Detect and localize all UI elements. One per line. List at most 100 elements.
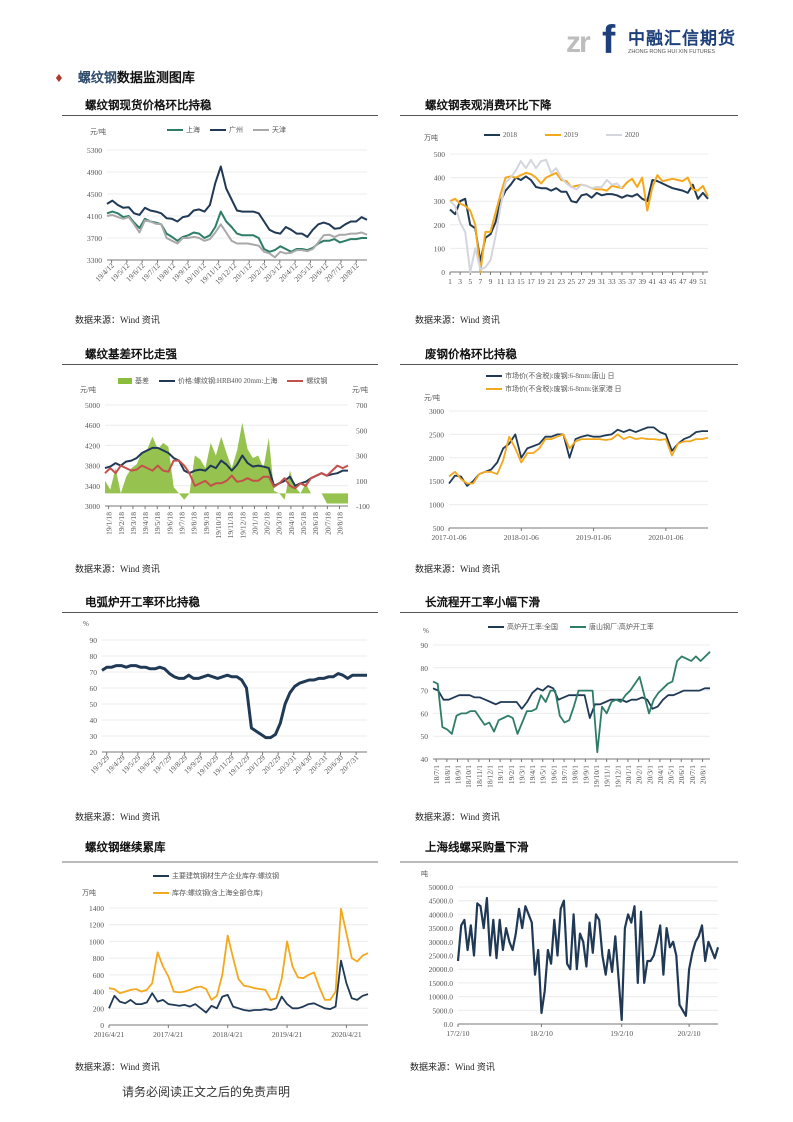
x-tick-label: 2019/4/21 xyxy=(272,1030,303,1039)
x-tick-label: 19/10/18 xyxy=(214,512,223,539)
chart-title-rebar-spot-price: 螺纹钢现货价格环比持稳 xyxy=(85,98,212,112)
title-divider xyxy=(400,861,738,863)
company-logo: zr f 中融汇信期货 ZHONG RONG HUI XIN FUTURES xyxy=(566,18,746,62)
x-tick-label: 19/6/12 xyxy=(124,261,147,284)
x-tick-label: 27 xyxy=(578,277,586,286)
y2-tick-label: 300 xyxy=(356,452,368,461)
y-tick-label: 50 xyxy=(421,732,429,741)
y-tick-label: 0 xyxy=(441,268,445,277)
x-tick-label: 19/6/29 xyxy=(135,753,158,776)
series-area-basis xyxy=(105,422,348,504)
x-tick-label: 19/12/29 xyxy=(226,753,251,778)
x-tick-label: 20/2/10 xyxy=(678,1029,701,1038)
x-tick-label: 19/7/18 xyxy=(178,512,187,535)
series-line-0 xyxy=(101,664,367,740)
y-tick-label: 50 xyxy=(90,700,98,709)
logo-mark-f: f xyxy=(602,18,616,62)
x-tick-label: 21 xyxy=(547,277,555,286)
y-tick-label: 80 xyxy=(90,652,98,661)
series-line-0 xyxy=(449,175,709,263)
x-tick-label: 20/8/18 xyxy=(335,512,344,535)
x-tick-label: 20/4/1 xyxy=(656,765,665,784)
x-tick-label: 43 xyxy=(659,277,667,286)
x-tick-label: 20/8/12 xyxy=(338,261,361,284)
series-line-0 xyxy=(106,210,367,253)
x-tick-label: 18/12/1 xyxy=(485,765,494,788)
x-tick-label: 19/4/12 xyxy=(93,261,116,284)
y-tick-label: 10000.0 xyxy=(429,993,454,1002)
y-tick-label: 90 xyxy=(90,636,98,645)
y-tick-label: 70 xyxy=(421,687,429,696)
chart-legend: 2018 2019 2020 xyxy=(484,131,639,139)
x-tick-label: 20/2/18 xyxy=(263,512,272,535)
y-tick-label: 20 xyxy=(90,748,98,757)
y-tick-label: 1400 xyxy=(89,904,104,913)
x-tick-label: 19/8/12 xyxy=(155,261,178,284)
data-source-note: 数据来源：Wind 资讯 xyxy=(75,1062,160,1072)
y-tick-label: 4200 xyxy=(85,441,100,450)
title-divider xyxy=(400,115,738,116)
legend-item: 螺纹钢 xyxy=(287,376,327,386)
data-source-note: 数据来源：Wind 资讯 xyxy=(75,315,160,325)
series-line-1 xyxy=(104,446,348,487)
x-tick-label: 19/11/12 xyxy=(198,261,223,286)
legend-item: 2019 xyxy=(545,131,578,139)
x-tick-label: 15 xyxy=(517,277,525,286)
x-tick-label: 18/11/1 xyxy=(475,765,484,788)
x-tick-label: 47 xyxy=(679,277,687,286)
data-source-note: 数据来源：Wind 资讯 xyxy=(415,564,500,574)
y-tick-label: 2000 xyxy=(429,454,444,463)
x-tick-label: 31 xyxy=(598,277,606,286)
x-tick-label: 20/6/30 xyxy=(322,753,345,776)
y2-tick-label: 700 xyxy=(356,401,368,410)
series-line-0 xyxy=(448,426,708,487)
legend-item: 价格:螺纹钢:HRB400 20mm:上海 xyxy=(159,376,277,386)
y-axis-unit: 万吨 xyxy=(82,889,96,897)
y-tick-label: 25000.0 xyxy=(429,952,454,961)
title-divider xyxy=(62,861,378,863)
y-tick-label: 200 xyxy=(434,221,446,230)
y-tick-label: 70 xyxy=(90,668,98,677)
series-line-0 xyxy=(108,959,369,1014)
x-tick-label: 20/2/1 xyxy=(635,765,644,784)
x-tick-label: 23 xyxy=(558,277,566,286)
x-tick-label: 2020-01-06 xyxy=(648,533,683,542)
logo-chinese-name: 中融汇信期货 xyxy=(628,29,736,49)
legend-item: 唐山钢厂:高炉开工率 xyxy=(569,622,654,632)
x-tick-label: 20/4/12 xyxy=(277,261,300,284)
x-tick-label: 39 xyxy=(638,277,646,286)
y-axis-unit: % xyxy=(423,627,429,635)
legend-item: 库存:螺纹钢(含上海全部仓库) xyxy=(153,888,263,898)
y-axis-unit: 元/吨 xyxy=(424,394,440,402)
x-tick-label: 19/10/12 xyxy=(183,261,208,286)
data-source-note: 数据来源：Wind 资讯 xyxy=(415,315,500,325)
x-tick-label: 2017-01-06 xyxy=(432,533,467,542)
y-tick-label: 300 xyxy=(434,197,446,206)
x-tick-label: 20/2/12 xyxy=(246,261,269,284)
x-tick-label: 29 xyxy=(588,277,596,286)
series-line-1 xyxy=(449,171,709,273)
x-tick-label: 20/1/12 xyxy=(231,261,254,284)
y-tick-label: 60 xyxy=(90,684,98,693)
x-tick-label: 19/4/1 xyxy=(528,765,537,784)
x-tick-label: 19/12/12 xyxy=(213,261,238,286)
y-tick-label: 1500 xyxy=(429,477,444,486)
x-tick-label: 41 xyxy=(649,277,657,286)
x-tick-label: 2018-01-06 xyxy=(504,533,539,542)
y2-tick-label: -100 xyxy=(356,502,370,511)
legend-item: 市场价(不含税):废钢:6-8mm:唐山 日 xyxy=(486,371,614,381)
y-tick-label: 90 xyxy=(421,641,429,650)
x-tick-label: 20/2/29 xyxy=(260,753,283,776)
x-tick-label: 5 xyxy=(468,277,472,286)
y-tick-label: 50000.0 xyxy=(429,883,454,892)
x-tick-label: 19/11/29 xyxy=(211,753,236,778)
y-tick-label: 500 xyxy=(434,150,446,159)
chart-title-rebar-basis: 螺纹基差环比走强 xyxy=(85,347,177,361)
x-tick-label: 20/1/29 xyxy=(244,753,267,776)
x-tick-label: 2017/4/21 xyxy=(153,1030,184,1039)
y-tick-label: 800 xyxy=(93,954,105,963)
bullet-icon: ♦ xyxy=(54,72,64,85)
